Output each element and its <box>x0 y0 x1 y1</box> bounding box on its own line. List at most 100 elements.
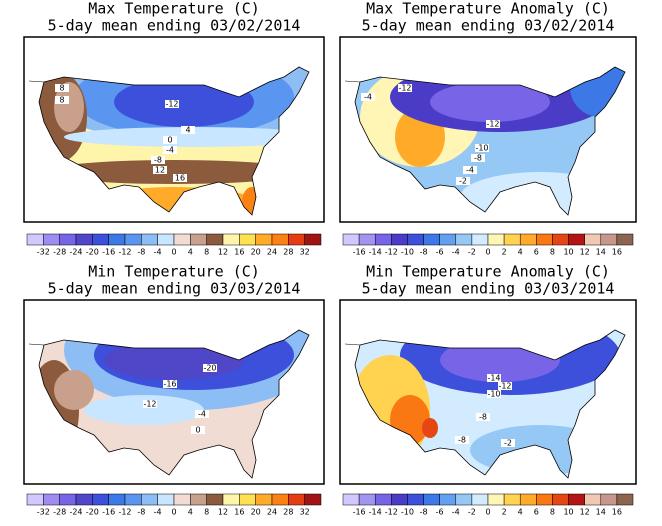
colorbar-box <box>157 493 175 506</box>
contour-label: -12 <box>486 120 499 129</box>
contour-label: -12 <box>498 382 511 391</box>
contour-label: 0 <box>167 136 172 145</box>
colorbar-box <box>374 493 392 506</box>
colorbar-box <box>455 233 473 246</box>
contour-label-bg <box>163 146 177 154</box>
contour-label-bg <box>55 84 69 92</box>
contour-label-bg <box>203 364 217 372</box>
border-line <box>28 80 45 83</box>
colorbar-box <box>173 233 191 246</box>
contour-label-bg <box>181 126 195 134</box>
colorbar-label: 14 <box>596 248 606 257</box>
colorbar-label: -12 <box>385 248 398 257</box>
colorbar-label: 4 <box>518 248 523 257</box>
colorbar-box <box>616 493 634 506</box>
contour-label-bg <box>55 96 69 104</box>
colorbar-label: -12 <box>118 508 131 517</box>
colorbar-label: 4 <box>518 508 523 517</box>
contour-label-bg <box>195 410 209 418</box>
colorbar-box <box>519 493 537 506</box>
colorbar-box <box>503 493 521 506</box>
colorbar-box <box>43 233 60 246</box>
colorbar-label: 16 <box>612 248 622 257</box>
colorbar-label: -12 <box>385 508 398 517</box>
contour-label: -4 <box>166 146 174 155</box>
field-region <box>44 160 304 184</box>
colorbar-label: -8 <box>420 248 428 257</box>
colorbar-label: 6 <box>534 508 539 517</box>
colorbar-box <box>471 233 489 246</box>
contour-label-bg <box>398 84 412 92</box>
panel-title: Max Temperature Anomaly (C) <box>366 0 610 18</box>
colorbar-box <box>487 493 505 506</box>
contour-label: -4 <box>198 410 206 419</box>
field-region <box>430 82 550 122</box>
map-panel: Min Temperature (C)5-day mean ending 03/… <box>23 263 325 517</box>
colorbar-box <box>26 233 44 246</box>
colorbar-label: -8 <box>420 508 428 517</box>
colorbar-label: 8 <box>550 508 555 517</box>
colorbar-box <box>124 233 142 246</box>
contour-label-bg <box>476 413 490 421</box>
colorbar-label: -28 <box>53 248 66 257</box>
colorbar-box <box>173 493 191 506</box>
contour-label: -10 <box>475 144 488 153</box>
colorbar-box <box>519 233 537 246</box>
contour-label-bg <box>487 390 501 398</box>
colorbar-box <box>568 493 585 506</box>
colorbar-label: 8 <box>204 248 209 257</box>
colorbar-label: 12 <box>580 248 590 257</box>
contour-label: -12 <box>398 84 411 93</box>
colorbar-label: 0 <box>485 248 490 257</box>
colorbar-label: 12 <box>580 508 590 517</box>
field-region <box>54 370 94 410</box>
colorbar-label: -10 <box>401 248 414 257</box>
colorbar-box <box>358 233 376 246</box>
colorbar-label: -2 <box>468 508 476 517</box>
colorbar-box <box>271 493 289 506</box>
contour-label: -10 <box>487 390 500 399</box>
contour-label-bg <box>471 154 485 162</box>
colorbar-box <box>157 233 175 246</box>
colorbar-box <box>358 493 376 506</box>
colorbar-label: -8 <box>137 248 145 257</box>
field-region <box>64 127 309 147</box>
colorbar-label: 16 <box>612 508 622 517</box>
colorbar-label: 16 <box>234 248 244 257</box>
colorbar-box <box>423 493 440 506</box>
colorbar-label: -24 <box>69 508 82 517</box>
colorbar-label: 12 <box>218 508 228 517</box>
colorbar-box <box>108 233 126 246</box>
colorbar-box <box>423 233 440 246</box>
colorbar-label: -24 <box>69 248 82 257</box>
colorbar-box <box>255 493 273 506</box>
colorbar-box <box>206 493 224 506</box>
colorbar-box <box>75 493 93 506</box>
colorbar-label: -6 <box>436 248 444 257</box>
contour-label-bg <box>486 120 500 128</box>
colorbar-box <box>92 233 109 246</box>
contour-label: -8 <box>154 156 162 165</box>
colorbar-label: 8 <box>550 248 555 257</box>
colorbar-box <box>59 233 77 246</box>
map-panel: Min Temperature Anomaly (C)5-day mean en… <box>339 263 637 517</box>
colorbar-box <box>600 493 618 506</box>
contour-label: -12 <box>143 400 156 409</box>
colorbar-box <box>439 493 457 506</box>
colorbar-box <box>584 233 602 246</box>
contour-label: 4 <box>185 126 190 135</box>
colorbar-box <box>26 493 44 506</box>
contour-label-bg <box>163 380 177 388</box>
colorbar-box <box>407 493 424 506</box>
border-line <box>344 343 361 346</box>
colorbar-label: 32 <box>300 248 310 257</box>
contour-label: -8 <box>474 154 482 163</box>
colorbar-box <box>255 233 273 246</box>
contour-label-bg <box>455 436 469 444</box>
colorbar-box <box>616 233 634 246</box>
temperature-field <box>355 67 625 215</box>
colorbar-label: 0 <box>485 508 490 517</box>
colorbar-label: 20 <box>251 508 261 517</box>
colorbar-label: 14 <box>596 508 606 517</box>
colorbar-label: 8 <box>204 508 209 517</box>
